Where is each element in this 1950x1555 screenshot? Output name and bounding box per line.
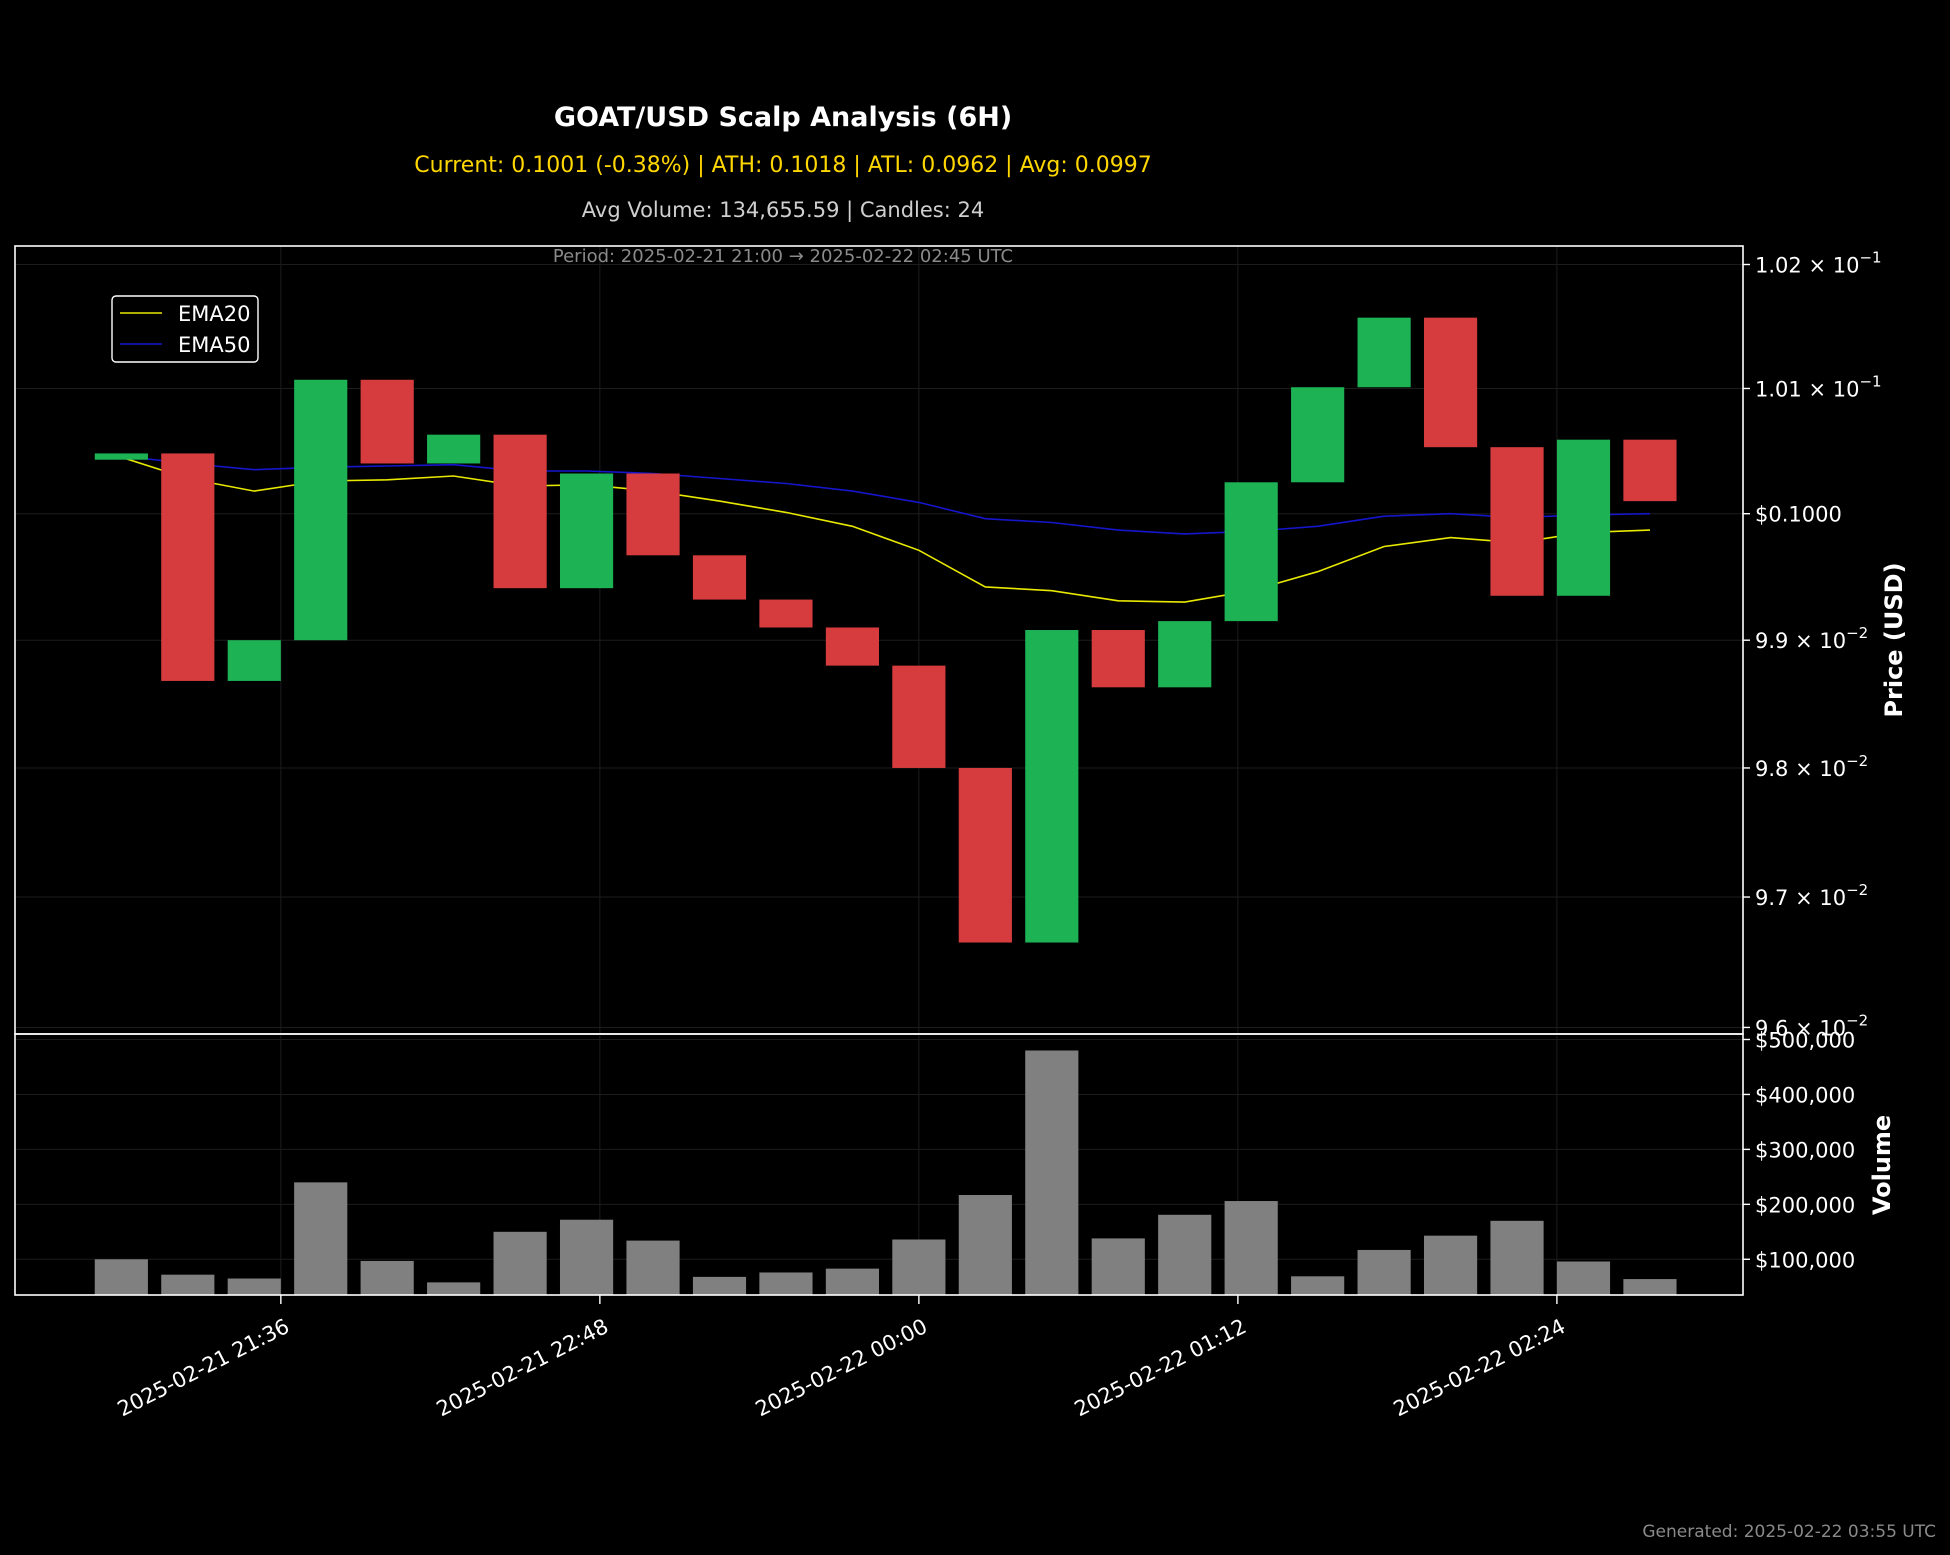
volume-bar [1091,1238,1145,1295]
price-tick-label: 1.02 × 10−1 [1755,248,1882,277]
chart-volume-info: Avg Volume: 134,655.59 | Candles: 24 [582,198,984,223]
price-tick-label: $0.1000 [1755,503,1842,527]
candle-up [427,434,481,464]
volume-grid [15,1034,1743,1295]
price-tick-label: 1.01 × 10−1 [1755,372,1882,401]
candle-up [1291,387,1345,483]
x-tick-label: 2025-02-22 00:00 [752,1314,932,1421]
candle-up [1556,439,1611,596]
candle-down [493,434,547,589]
volume-axis-label: Volume [1868,1115,1896,1215]
volume-tick-label: $300,000 [1755,1138,1855,1162]
volume-bar [1623,1279,1677,1295]
volume-bar [493,1231,547,1295]
candle-down [1490,447,1544,596]
volume-bar [692,1276,747,1295]
volume-bar [1025,1050,1079,1295]
chart-period: Period: 2025-02-21 21:00 → 2025-02-22 02… [553,246,1013,267]
price-axis-ticks: 1.02 × 10−1 1.01 × 10−1 $0.1000 9.9 × 10−2 9… [1743,248,1882,1040]
volume-bar [1423,1235,1478,1295]
volume-tick-label: $200,000 [1755,1193,1855,1217]
volume-bars [94,1050,1677,1295]
candle-down [958,767,1012,943]
ema-lines [121,455,1651,603]
x-axis-ticks: 2025-02-21 21:36 2025-02-21 22:48 2025-02-… [114,1295,1570,1421]
price-tick-label: 9.9 × 10−2 [1755,624,1868,653]
price-tick-label: 9.7 × 10−2 [1755,881,1868,910]
volume-bar [759,1272,813,1295]
volume-tick-label: $400,000 [1755,1083,1855,1107]
candle-down [360,379,414,464]
legend-ema50-label: EMA50 [178,333,250,357]
volume-bar [1224,1201,1278,1295]
volume-bar [892,1239,946,1295]
x-tick-label: 2025-02-22 02:24 [1390,1314,1570,1421]
candle-down [1623,439,1677,502]
x-tick-label: 2025-02-21 21:36 [114,1314,294,1421]
volume-axis-ticks: $500,000 $400,000 $300,000 $200,000 $100,000 [1743,1028,1855,1272]
chart-stats: Current: 0.1001 (-0.38%) | ATH: 0.1018 |… [414,153,1151,178]
candle-up [559,473,614,589]
volume-panel-frame [14,1033,1744,1296]
volume-bar [294,1182,348,1295]
candle-up [94,453,148,460]
volume-bar [1291,1276,1345,1295]
volume-bar [360,1260,414,1295]
candle-down [825,627,879,666]
price-panel: 1.02 × 10−1 1.01 × 10−1 $0.1000 9.9 × 10−2 9… [14,245,1908,1040]
candle-down [1091,630,1145,688]
volume-bar [1158,1214,1212,1295]
candle-down [892,665,946,768]
candle-up [1158,621,1212,688]
candle-down [626,473,680,556]
candles [94,317,1677,943]
ema20-line [121,456,1651,603]
legend: EMA20 EMA50 [111,295,259,363]
candle-up [227,640,281,681]
price-tick-label: 9.6 × 10−2 [1755,1011,1868,1040]
volume-bar [161,1274,215,1295]
candle-down [161,453,215,681]
volume-bar [559,1219,614,1295]
candle-down [1423,317,1478,448]
volume-tick-label: $100,000 [1755,1248,1855,1272]
volume-bar [825,1268,879,1295]
volume-tick-label: $500,000 [1755,1028,1855,1052]
ema50-line [121,455,1651,535]
candle-up [1224,482,1278,622]
volume-bar [626,1240,680,1295]
candle-down [692,555,747,600]
chart-title: GOAT/USD Scalp Analysis (6H) [554,102,1012,133]
price-tick-label: 9.8 × 10−2 [1755,752,1868,781]
candle-up [1025,630,1079,943]
candle-up [294,379,348,641]
volume-bar [427,1282,481,1295]
candle-up [1357,317,1411,388]
candle-down [759,599,813,628]
price-axis-label: Price (USD) [1880,562,1908,717]
volume-bar [1490,1220,1544,1295]
volume-bar [1556,1261,1611,1295]
volume-panel: $500,000 $400,000 $300,000 $200,000 $100,000… [14,1028,1896,1296]
volume-bar [1357,1249,1411,1295]
legend-ema20-label: EMA20 [178,302,250,326]
x-tick-label: 2025-02-21 22:48 [433,1314,613,1421]
generated-timestamp: Generated: 2025-02-22 03:55 UTC [1642,1522,1936,1542]
x-tick-label: 2025-02-22 01:12 [1071,1314,1251,1421]
volume-bar [227,1278,281,1295]
volume-bar [94,1259,148,1295]
volume-bar [958,1194,1012,1295]
